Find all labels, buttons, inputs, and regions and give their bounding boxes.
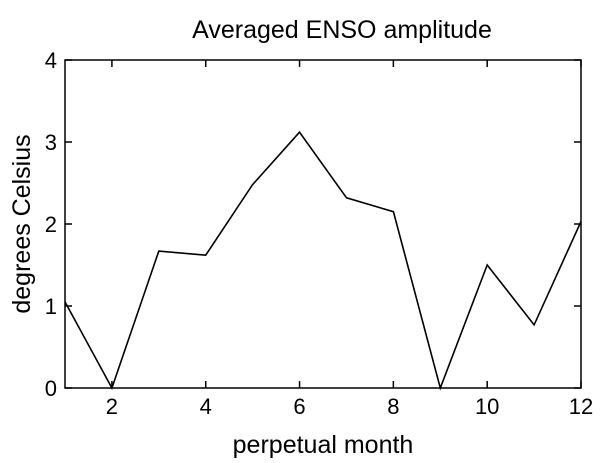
y-axis: 0 1 2 3 4 <box>45 48 581 401</box>
y-tick-label: 4 <box>45 48 57 73</box>
y-tick-label: 1 <box>45 294 57 319</box>
series-layer <box>64 130 582 391</box>
y-tick-label: 2 <box>45 212 57 237</box>
x-tick-label: 4 <box>200 394 212 419</box>
x-axis: 2 4 6 8 10 12 <box>106 60 593 419</box>
x-tick-label: 6 <box>293 394 305 419</box>
x-tick-label: 2 <box>106 394 118 419</box>
x-axis-label: perpetual month <box>233 431 414 459</box>
x-tick-label: 10 <box>475 394 499 419</box>
series-line <box>64 130 582 391</box>
y-tick-label: 0 <box>45 376 57 401</box>
x-tick-label: 12 <box>569 394 593 419</box>
plot-frame <box>64 59 582 389</box>
x-tick-label: 8 <box>387 394 399 419</box>
chart-title: Averaged ENSO amplitude <box>192 16 492 44</box>
y-axis-label: degrees Celsius <box>8 134 36 313</box>
y-tick-label: 3 <box>45 130 57 155</box>
